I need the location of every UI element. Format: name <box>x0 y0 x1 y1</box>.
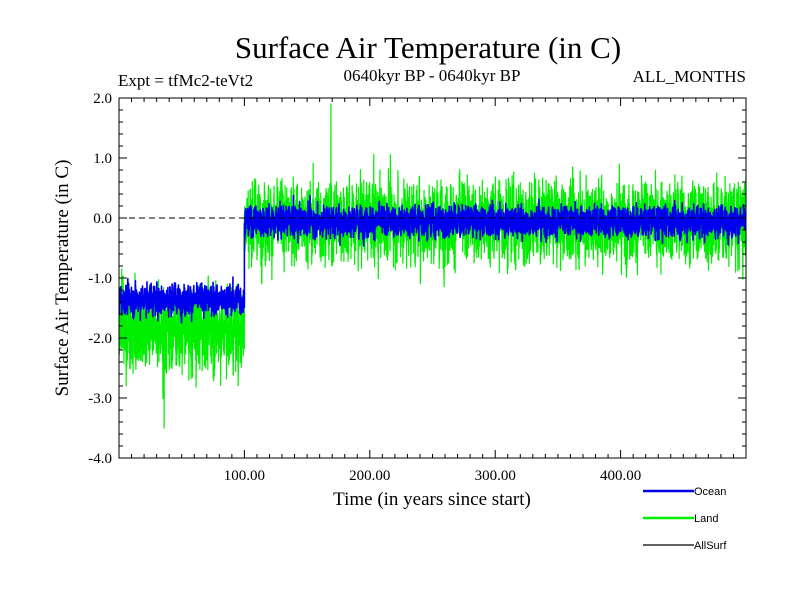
series-line-land <box>119 103 746 429</box>
y-tick-label: -1.0 <box>88 271 112 287</box>
x-tick-label: 300.00 <box>475 468 516 484</box>
y-tick-label: -4.0 <box>88 451 112 467</box>
x-tick-label: 200.00 <box>349 468 390 484</box>
legend: Ocean Land AllSurf <box>643 486 727 552</box>
x-axis-label: Time (in years since start) <box>333 489 531 510</box>
expt-label: Expt = tfMc2-teVt2 <box>118 71 253 90</box>
y-tick-label: 1.0 <box>93 151 112 167</box>
x-tick-label: 400.00 <box>600 468 641 484</box>
legend-label-ocean: Ocean <box>694 486 726 498</box>
y-tick-label: 0.0 <box>93 211 112 227</box>
chart-title: Surface Air Temperature (in C) <box>235 30 621 65</box>
plot-frame <box>118 97 747 459</box>
y-tick-label: -3.0 <box>88 391 112 407</box>
legend-label-land: Land <box>694 513 718 525</box>
y-axis-label: Surface Air Temperature (in C) <box>52 160 73 397</box>
y-tick-label: -2.0 <box>88 331 112 347</box>
period-label: 0640kyr BP - 0640kyr BP <box>344 66 521 85</box>
series-layer <box>119 103 746 429</box>
tick-layer: -4.0 -3.0 -2.0 -1.0 0.0 1.0 2.0 100.00 200.00 300… <box>88 91 746 484</box>
legend-label-allsurf: AllSurf <box>694 540 727 552</box>
series-line-ocean <box>119 194 746 324</box>
months-label: ALL_MONTHS <box>633 67 746 86</box>
y-tick-label: 2.0 <box>93 91 112 107</box>
x-tick-label: 100.00 <box>224 468 265 484</box>
